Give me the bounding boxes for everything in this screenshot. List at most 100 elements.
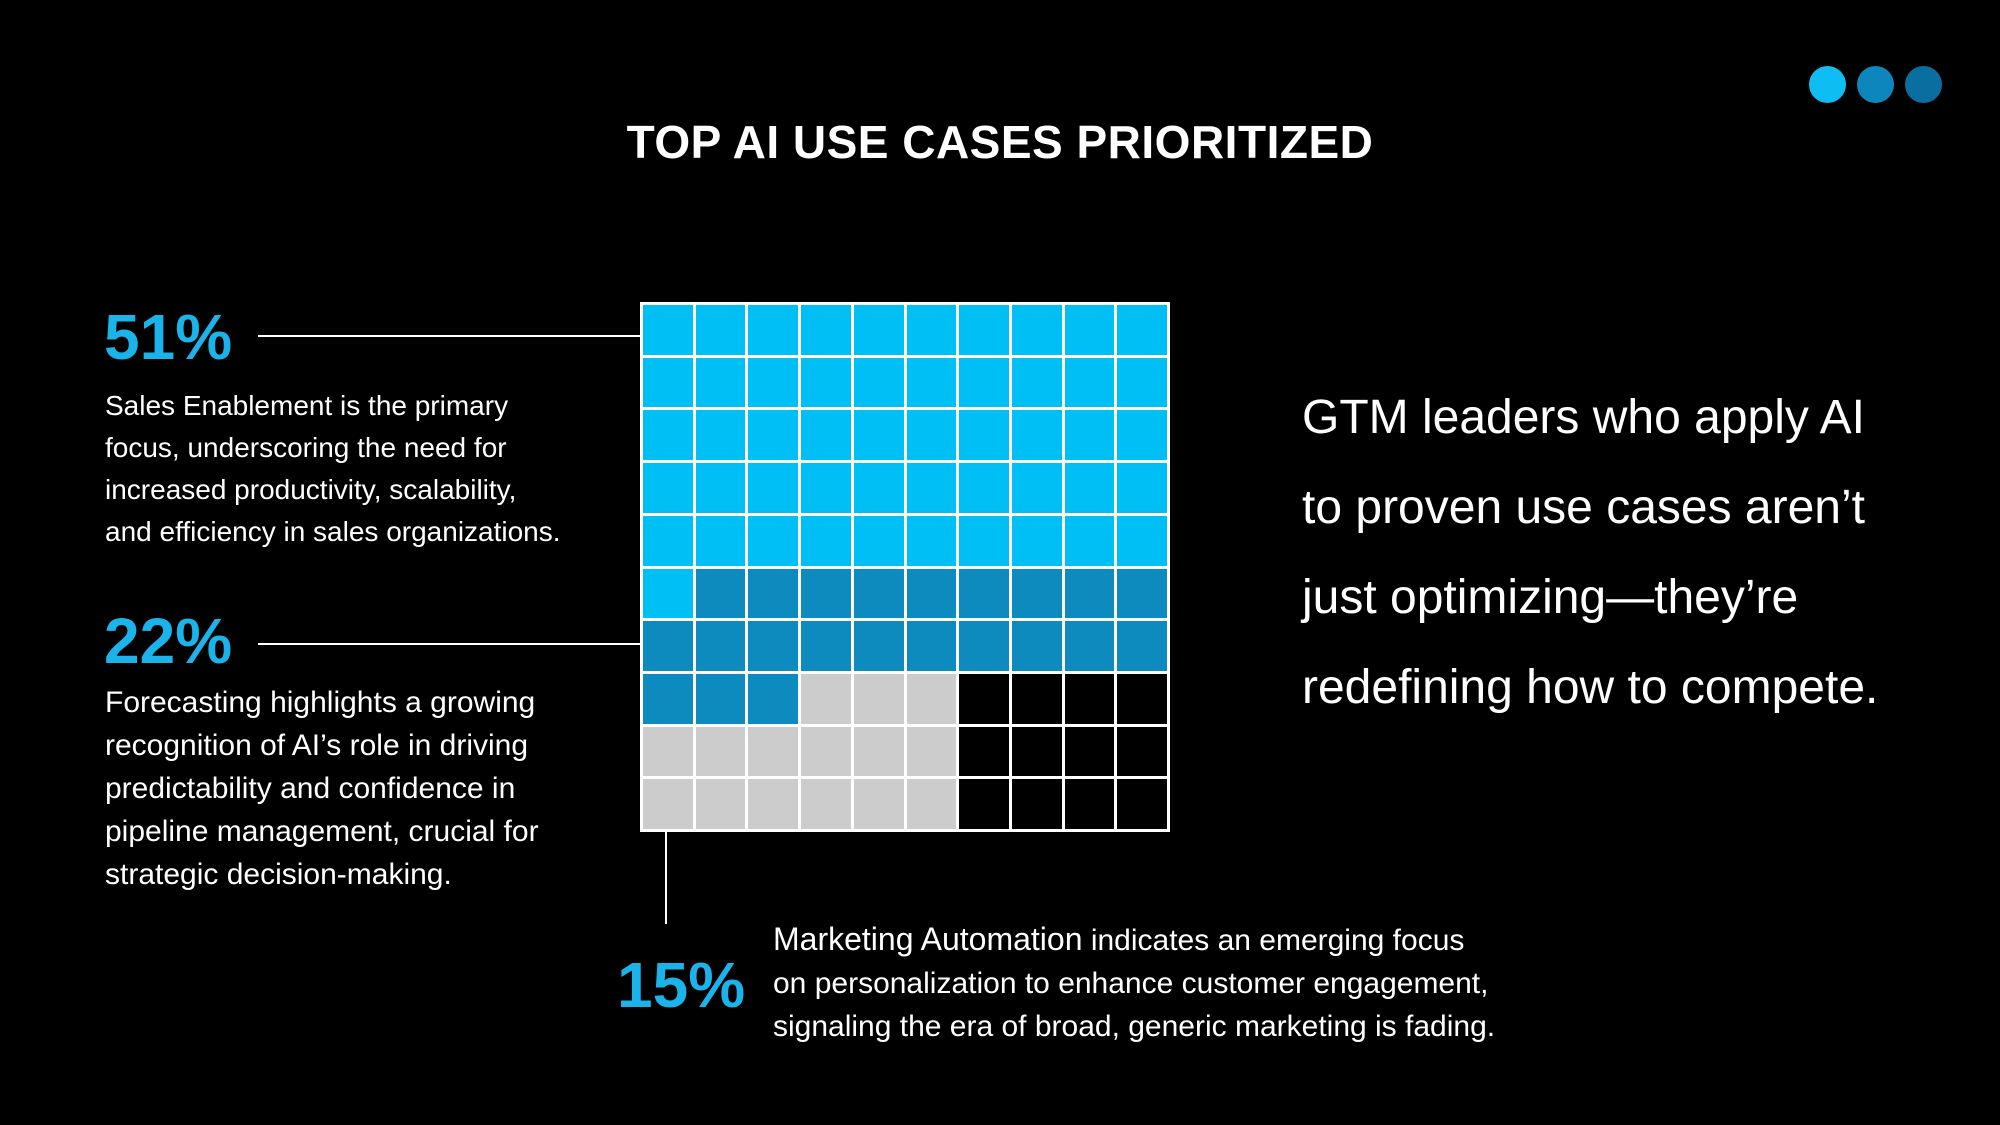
- waffle-cell: [1117, 357, 1167, 408]
- waffle-cell: [906, 779, 957, 829]
- waffle-cell: [853, 779, 904, 829]
- waffle-cell: [801, 357, 851, 408]
- forecast-percent: 22%: [104, 605, 233, 677]
- sales-desc-line: and efficiency in sales organizations.: [105, 516, 561, 547]
- waffle-cell: [748, 673, 799, 724]
- waffle-cell: [906, 621, 957, 671]
- marketing-leader-line: [665, 832, 667, 924]
- marketing-lead: Marketing Automation: [773, 921, 1083, 957]
- waffle-cell: [748, 463, 799, 513]
- waffle-cell: [748, 357, 799, 408]
- waffle-cell: [643, 568, 693, 619]
- waffle-cell: [643, 515, 693, 566]
- waffle-cell: [643, 463, 693, 513]
- slide-dots: [1809, 66, 1942, 103]
- waffle-cell: [1011, 726, 1062, 777]
- waffle-cell: [748, 779, 799, 829]
- waffle-cell: [1064, 357, 1115, 408]
- forecast-desc-line: Forecasting highlights a growing: [105, 686, 536, 719]
- waffle-cell: [853, 463, 904, 513]
- waffle-cell: [853, 673, 904, 724]
- waffle-cell: [959, 779, 1009, 829]
- waffle-cell: [1117, 779, 1167, 829]
- quote-line: GTM leaders who apply AI: [1302, 391, 1865, 444]
- quote-line: just optimizing—they’re: [1302, 571, 1799, 624]
- waffle-cell: [695, 463, 746, 513]
- waffle-chart: [640, 302, 1170, 832]
- sales-leader-line: [258, 335, 640, 337]
- forecast-desc-line: strategic decision-making.: [105, 858, 452, 891]
- sales-percent: 51%: [104, 301, 233, 373]
- waffle-cell: [748, 410, 799, 461]
- dot-3: [1905, 66, 1942, 103]
- waffle-cell: [695, 568, 746, 619]
- waffle-cell: [1064, 568, 1115, 619]
- forecast-description: Forecasting highlights a growing recogni…: [105, 681, 539, 896]
- waffle-cell: [1064, 463, 1115, 513]
- waffle-cell: [853, 357, 904, 408]
- marketing-description: Marketing Automation indicates an emergi…: [773, 918, 1495, 1048]
- waffle-cell: [1117, 515, 1167, 566]
- forecast-desc-line: recognition of AI’s role in driving: [105, 729, 529, 762]
- waffle-cell: [853, 568, 904, 619]
- waffle-cell: [853, 410, 904, 461]
- waffle-cell: [695, 515, 746, 566]
- waffle-cell: [1117, 305, 1167, 355]
- waffle-cell: [1064, 410, 1115, 461]
- waffle-cell: [1011, 463, 1062, 513]
- waffle-cell: [1011, 779, 1062, 829]
- waffle-cell: [695, 779, 746, 829]
- waffle-cell: [959, 726, 1009, 777]
- waffle-cell: [959, 305, 1009, 355]
- quote-line: redefining how to compete.: [1302, 661, 1879, 714]
- waffle-cell: [748, 515, 799, 566]
- waffle-cell: [959, 673, 1009, 724]
- waffle-cell: [801, 621, 851, 671]
- waffle-cell: [853, 621, 904, 671]
- sales-desc-line: increased productivity, scalability,: [105, 474, 517, 505]
- waffle-cell: [748, 568, 799, 619]
- marketing-line1-rest: indicates an emerging focus: [1082, 924, 1465, 957]
- waffle-cell: [643, 673, 693, 724]
- waffle-cell: [1011, 305, 1062, 355]
- waffle-cell: [695, 357, 746, 408]
- waffle-cell: [959, 568, 1009, 619]
- waffle-cell: [748, 305, 799, 355]
- waffle-cell: [906, 357, 957, 408]
- waffle-cell: [801, 463, 851, 513]
- waffle-cell: [801, 568, 851, 619]
- waffle-cell: [643, 410, 693, 461]
- waffle-cell: [748, 621, 799, 671]
- waffle-cell: [801, 410, 851, 461]
- waffle-cell: [906, 463, 957, 513]
- waffle-cell: [1064, 515, 1115, 566]
- marketing-desc-line: signaling the era of broad, generic mark…: [773, 1010, 1496, 1043]
- waffle-cell: [853, 726, 904, 777]
- waffle-cell: [643, 357, 693, 408]
- waffle-cell: [801, 305, 851, 355]
- waffle-cell: [1011, 410, 1062, 461]
- sales-desc-line: Sales Enablement is the primary: [105, 390, 509, 421]
- waffle-cell: [695, 305, 746, 355]
- waffle-cell: [853, 515, 904, 566]
- waffle-cell: [643, 779, 693, 829]
- forecast-desc-line: pipeline management, crucial for: [105, 815, 539, 848]
- waffle-cell: [1064, 305, 1115, 355]
- waffle-cell: [643, 305, 693, 355]
- waffle-cell: [1117, 673, 1167, 724]
- waffle-cell: [1064, 621, 1115, 671]
- dot-1: [1809, 66, 1846, 103]
- waffle-cell: [959, 410, 1009, 461]
- waffle-cell: [1064, 726, 1115, 777]
- marketing-desc-line: on personalization to enhance customer e…: [773, 967, 1489, 1000]
- waffle-cell: [1011, 357, 1062, 408]
- sales-description: Sales Enablement is the primary focus, u…: [105, 385, 561, 553]
- waffle-cell: [906, 726, 957, 777]
- dot-2: [1857, 66, 1894, 103]
- waffle-cell: [959, 357, 1009, 408]
- waffle-cell: [906, 568, 957, 619]
- waffle-cell: [643, 726, 693, 777]
- waffle-cell: [959, 621, 1009, 671]
- waffle-cell: [906, 673, 957, 724]
- marketing-percent: 15%: [617, 949, 746, 1021]
